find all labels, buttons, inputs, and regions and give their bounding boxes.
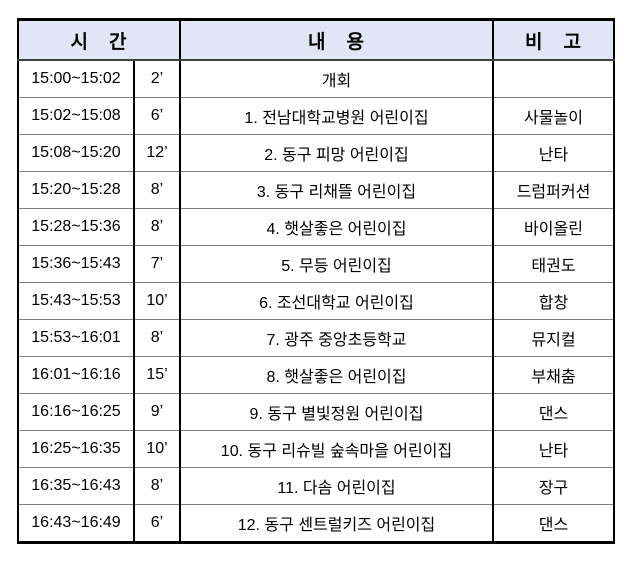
note-cell: 바이올린 bbox=[492, 208, 614, 246]
table-row: 15:28~15:36 8’ 4. 햇살좋은 어린이집 바이올린 bbox=[18, 208, 614, 246]
time-cell: 15:43~15:53 bbox=[18, 282, 134, 320]
duration-cell: 12’ bbox=[133, 134, 180, 172]
note-cell: 난타 bbox=[492, 430, 614, 468]
content-cell: 10. 동구 리슈빌 숲속마을 어린이집 bbox=[179, 430, 493, 468]
header-note: 비 고 bbox=[492, 19, 614, 61]
note-cell: 댄스 bbox=[492, 504, 614, 543]
time-cell: 15:28~15:36 bbox=[18, 208, 134, 246]
table-row: 15:20~15:28 8’ 3. 동구 리채뜰 어린이집 드럼퍼커션 bbox=[18, 171, 614, 209]
time-cell: 16:43~16:49 bbox=[18, 504, 134, 543]
header-content: 내 용 bbox=[179, 19, 493, 61]
duration-cell: 9’ bbox=[133, 393, 180, 431]
content-cell: 3. 동구 리채뜰 어린이집 bbox=[179, 171, 493, 209]
header-row: 시 간 내 용 비 고 bbox=[18, 19, 614, 61]
content-cell: 12. 동구 센트럴키즈 어린이집 bbox=[179, 504, 493, 543]
table-row: 15:00~15:02 2’ 개회 bbox=[18, 60, 614, 98]
duration-cell: 6’ bbox=[133, 97, 180, 135]
time-cell: 15:08~15:20 bbox=[18, 134, 134, 172]
time-cell: 16:25~16:35 bbox=[18, 430, 134, 468]
content-cell: 6. 조선대학교 어린이집 bbox=[179, 282, 493, 320]
content-cell: 5. 무등 어린이집 bbox=[179, 245, 493, 283]
duration-cell: 2’ bbox=[133, 60, 180, 98]
content-cell: 2. 동구 피망 어린이집 bbox=[179, 134, 493, 172]
note-cell: 드럼퍼커션 bbox=[492, 171, 614, 209]
time-cell: 16:01~16:16 bbox=[18, 356, 134, 394]
content-cell: 9. 동구 별빛정원 어린이집 bbox=[179, 393, 493, 431]
header-time: 시 간 bbox=[18, 19, 180, 61]
content-cell: 4. 햇살좋은 어린이집 bbox=[179, 208, 493, 246]
time-cell: 16:16~16:25 bbox=[18, 393, 134, 431]
table-row: 15:43~15:53 10’ 6. 조선대학교 어린이집 합창 bbox=[18, 282, 614, 320]
content-cell: 11. 다솜 어린이집 bbox=[179, 467, 493, 505]
duration-cell: 8’ bbox=[133, 467, 180, 505]
note-cell: 난타 bbox=[492, 134, 614, 172]
content-cell: 8. 햇살좋은 어린이집 bbox=[179, 356, 493, 394]
note-cell bbox=[492, 60, 614, 98]
note-cell: 장구 bbox=[492, 467, 614, 505]
table-row: 16:43~16:49 6’ 12. 동구 센트럴키즈 어린이집 댄스 bbox=[18, 504, 614, 543]
time-cell: 15:36~15:43 bbox=[18, 245, 134, 283]
time-cell: 15:02~15:08 bbox=[18, 97, 134, 135]
table-row: 16:01~16:16 15’ 8. 햇살좋은 어린이집 부채춤 bbox=[18, 356, 614, 394]
table-row: 16:25~16:35 10’ 10. 동구 리슈빌 숲속마을 어린이집 난타 bbox=[18, 430, 614, 468]
table-row: 15:36~15:43 7’ 5. 무등 어린이집 태권도 bbox=[18, 245, 614, 283]
duration-cell: 8’ bbox=[133, 319, 180, 357]
table-row: 16:35~16:43 8’ 11. 다솜 어린이집 장구 bbox=[18, 467, 614, 505]
duration-cell: 6’ bbox=[133, 504, 180, 543]
duration-cell: 10’ bbox=[133, 282, 180, 320]
duration-cell: 7’ bbox=[133, 245, 180, 283]
content-cell: 7. 광주 중앙초등학교 bbox=[179, 319, 493, 357]
time-cell: 15:20~15:28 bbox=[18, 171, 134, 209]
note-cell: 댄스 bbox=[492, 393, 614, 431]
table-row: 15:08~15:20 12’ 2. 동구 피망 어린이집 난타 bbox=[18, 134, 614, 172]
time-cell: 15:53~16:01 bbox=[18, 319, 134, 357]
note-cell: 부채춤 bbox=[492, 356, 614, 394]
table-row: 15:53~16:01 8’ 7. 광주 중앙초등학교 뮤지컬 bbox=[18, 319, 614, 357]
note-cell: 합창 bbox=[492, 282, 614, 320]
duration-cell: 15’ bbox=[133, 356, 180, 394]
note-cell: 뮤지컬 bbox=[492, 319, 614, 357]
table-body: 15:00~15:02 2’ 개회 15:02~15:08 6’ 1. 전남대학… bbox=[18, 60, 614, 543]
time-cell: 15:00~15:02 bbox=[31, 70, 121, 87]
table-row: 16:16~16:25 9’ 9. 동구 별빛정원 어린이집 댄스 bbox=[18, 393, 614, 431]
duration-cell: 8’ bbox=[133, 208, 180, 246]
note-cell: 태권도 bbox=[492, 245, 614, 283]
note-cell: 사물놀이 bbox=[492, 97, 614, 135]
schedule-table: 시 간 내 용 비 고 15:00~15:02 2’ 개회 15:02~15:0… bbox=[17, 18, 615, 544]
table-row: 15:02~15:08 6’ 1. 전남대학교병원 어린이집 사물놀이 bbox=[18, 97, 614, 135]
content-cell: 개회 bbox=[179, 60, 493, 98]
content-cell: 1. 전남대학교병원 어린이집 bbox=[179, 97, 493, 135]
duration-cell: 8’ bbox=[133, 171, 180, 209]
duration-cell: 10’ bbox=[133, 430, 180, 468]
time-cell: 16:35~16:43 bbox=[18, 467, 134, 505]
